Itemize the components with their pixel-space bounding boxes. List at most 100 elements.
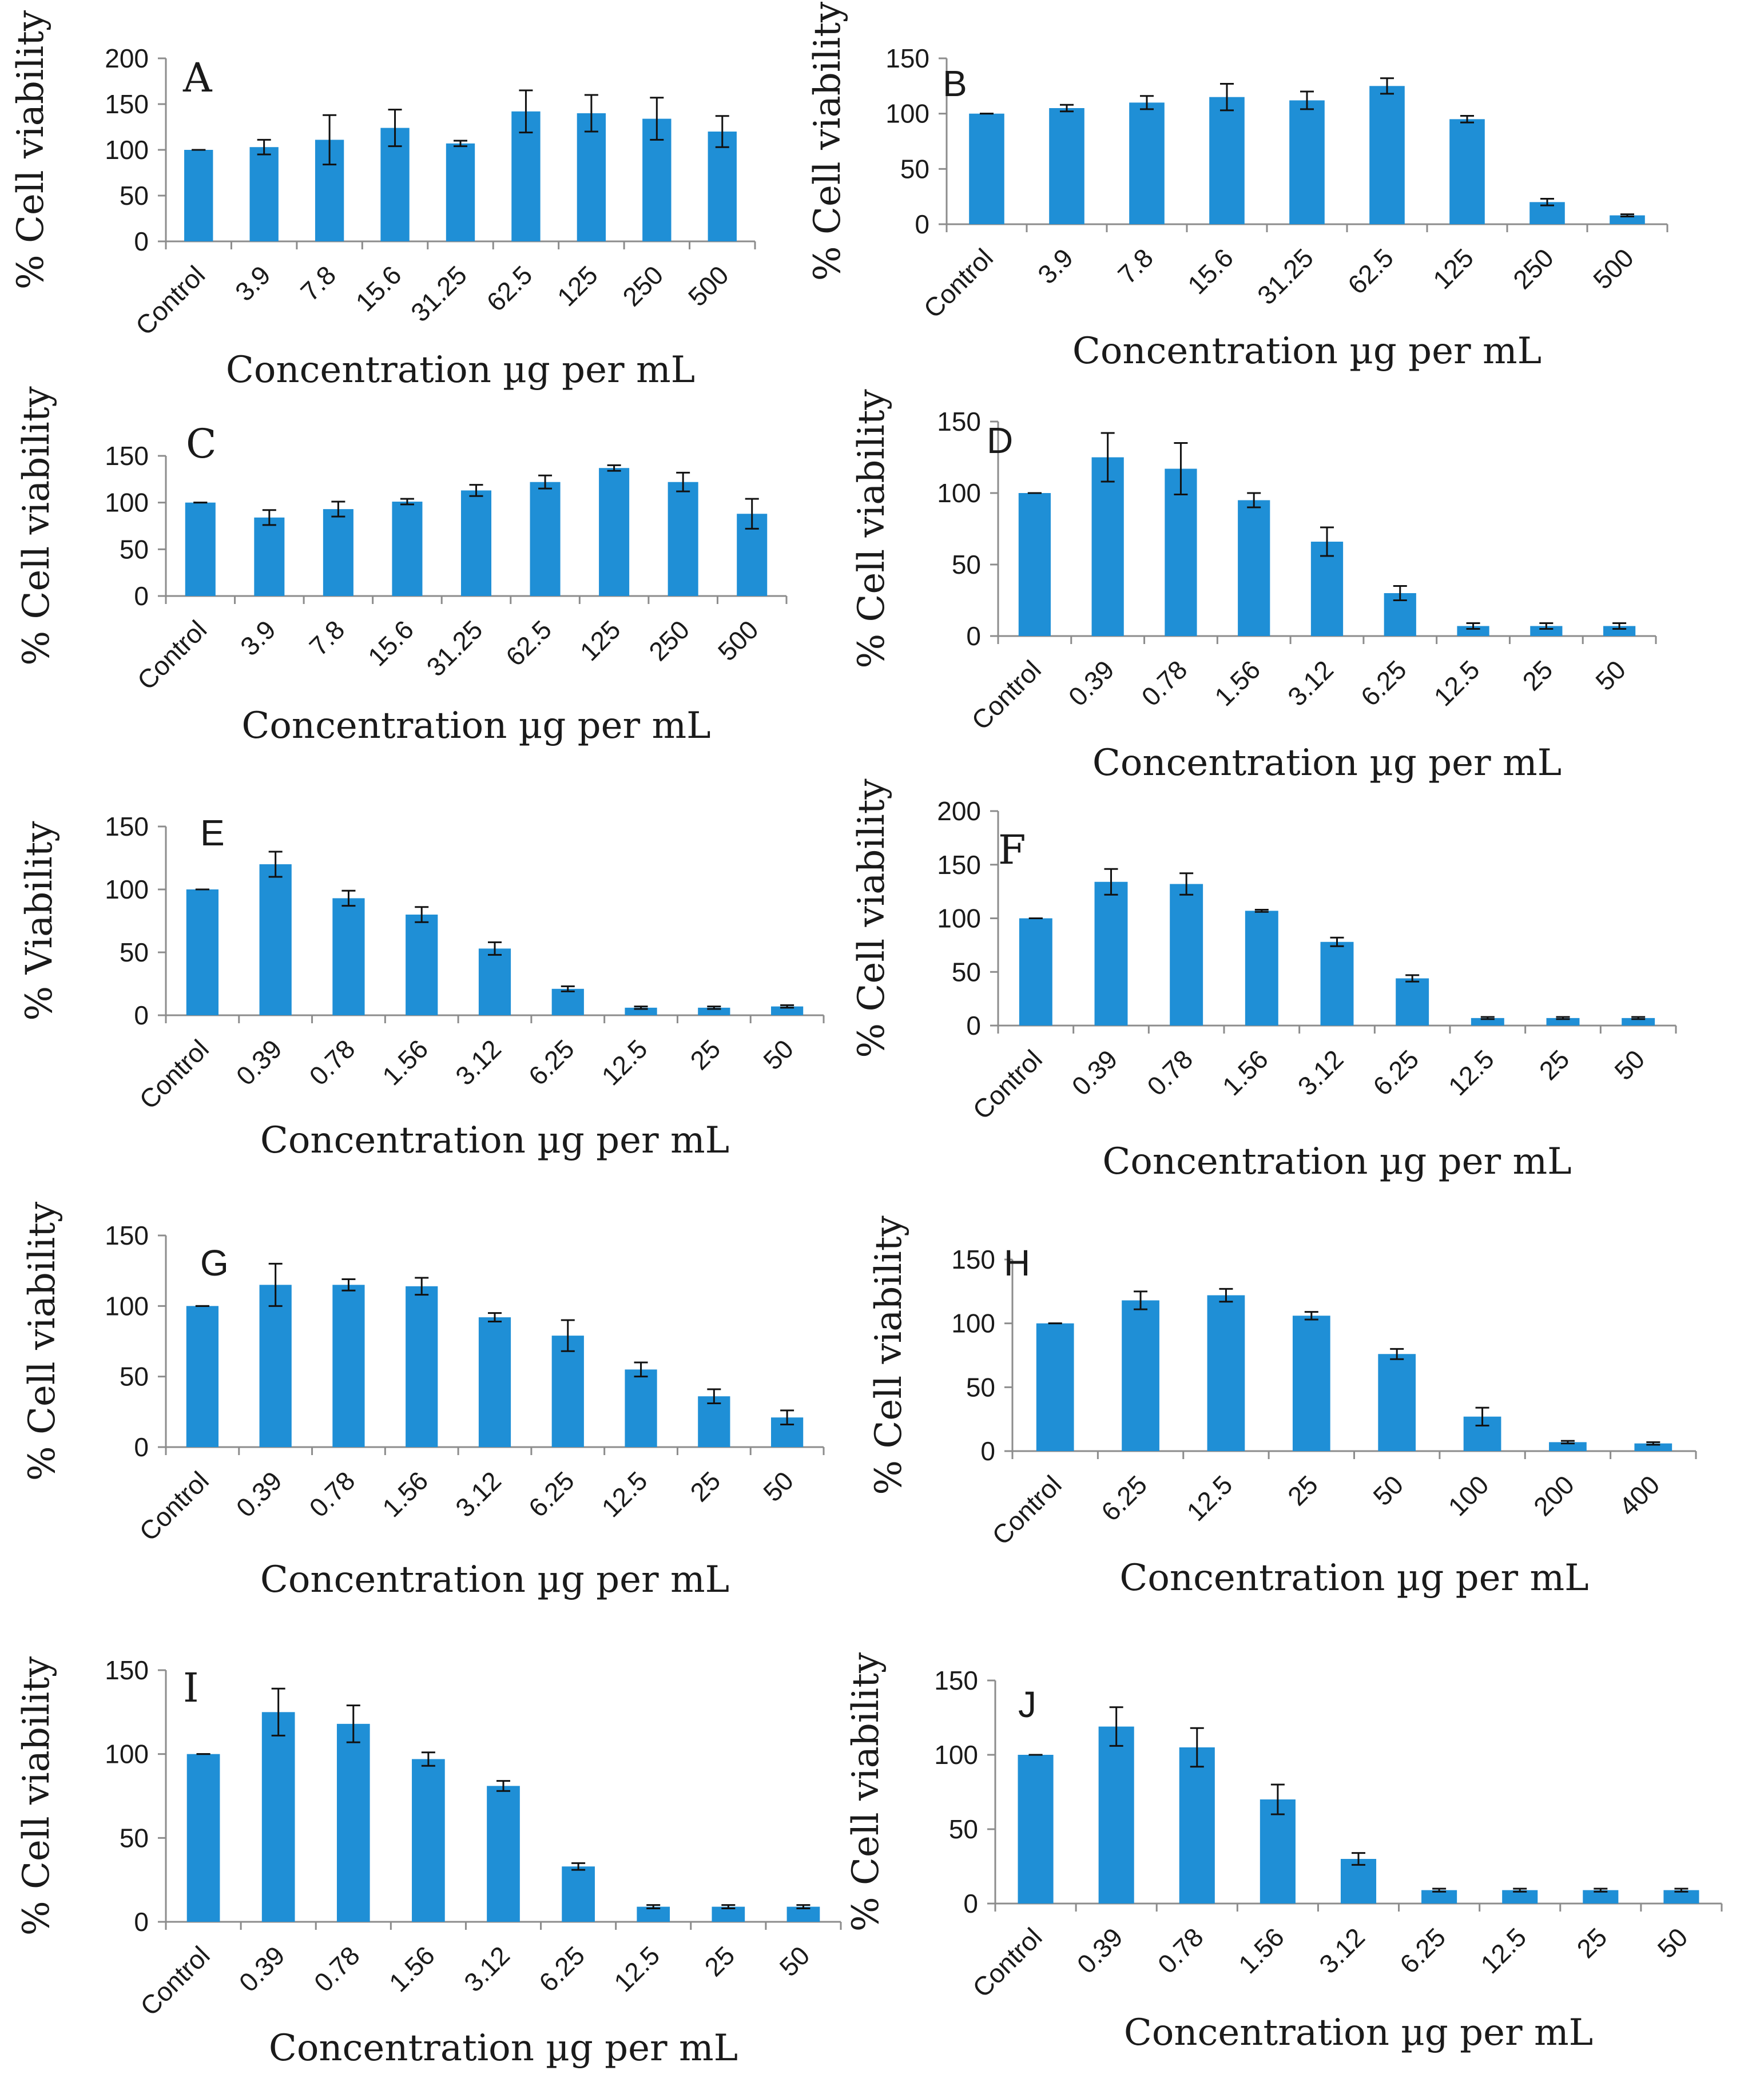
y-tick-label: 150: [951, 1245, 995, 1274]
bar-f-5: [1396, 978, 1429, 1026]
panel-letter: B: [943, 63, 967, 104]
bar-j-4: [1340, 1859, 1377, 1904]
panel-letter: A: [182, 54, 213, 101]
bar-c-4: [460, 490, 492, 596]
x-axis-label: Concentration µg per mL: [260, 1559, 729, 1601]
x-tick-label: 6.25: [523, 1034, 580, 1091]
x-tick-label: 50: [1652, 1922, 1694, 1964]
chart-panel-i: 0 50 100 150 Control 0.39 0.78 1.56 3.12 6.25 12.5…: [15, 1655, 842, 2069]
bar-g-6: [625, 1369, 657, 1447]
y-tick-label: 50: [120, 1362, 149, 1392]
x-tick-label: 50: [1367, 1469, 1409, 1511]
y-tick-label: 0: [134, 581, 149, 611]
bar-e-2: [332, 898, 365, 1015]
bar-f-8: [1622, 1018, 1655, 1026]
x-tick-label: 6.25: [1355, 654, 1412, 712]
bar-j-1: [1098, 1726, 1134, 1904]
y-tick-label: 200: [937, 796, 981, 826]
bar-e-6: [625, 1007, 657, 1015]
bar-e-0: [186, 889, 218, 1015]
x-tick-label: 15.6: [1182, 243, 1239, 300]
x-tick-label: 500: [682, 260, 734, 312]
bar-d-4: [1310, 542, 1344, 636]
y-tick-label: 150: [937, 850, 981, 880]
x-tick-label: 62.5: [1342, 243, 1399, 300]
y-tick-label: 0: [134, 227, 149, 256]
x-tick-label: 12.5: [596, 1034, 653, 1091]
x-tick-label: 3.9: [1032, 243, 1079, 289]
bar-c-0: [185, 502, 216, 596]
y-tick-label: 0: [980, 1436, 995, 1466]
x-tick-label: 12.5: [1428, 654, 1485, 712]
y-tick-label: 100: [937, 478, 981, 508]
x-tick-label: 6.25: [1095, 1469, 1153, 1527]
x-axis-label: Concentration µg per mL: [1119, 1557, 1588, 1599]
bar-j-0: [1018, 1755, 1054, 1904]
panel-letter: E: [200, 812, 225, 853]
chart-panel-c: 0 50 100 150 Control 3.9 7.8 15.6 31.25 62.5 125 25…: [15, 386, 788, 747]
y-tick-label: 150: [105, 89, 149, 119]
x-tick-label: 3.12: [1292, 1044, 1349, 1101]
bar-a-1: [249, 147, 279, 241]
x-tick-label: 250: [643, 614, 695, 666]
bar-f-4: [1320, 941, 1354, 1026]
x-tick-label: 25: [1516, 654, 1558, 696]
bar-i-4: [487, 1786, 520, 1922]
x-tick-label: Control: [966, 654, 1047, 736]
x-tick-label: 1.56: [376, 1034, 434, 1091]
y-tick-label: 50: [966, 1372, 995, 1402]
bar-f-0: [1019, 918, 1052, 1026]
bar-b-1: [1049, 108, 1084, 224]
y-tick-label: 100: [105, 1739, 149, 1769]
x-tick-label: 25: [1571, 1922, 1612, 1964]
x-tick-label: 1.56: [1217, 1044, 1274, 1101]
x-tick-label: Control: [986, 1469, 1067, 1551]
bar-g-2: [332, 1285, 365, 1447]
bar-j-5: [1421, 1890, 1457, 1904]
bar-b-3: [1209, 97, 1245, 224]
x-tick-label: 31.25: [420, 614, 488, 682]
bar-d-3: [1238, 500, 1270, 636]
y-tick-label: 150: [105, 1655, 149, 1685]
bar-e-3: [406, 915, 438, 1015]
x-tick-label: 6.25: [1394, 1922, 1451, 1979]
x-tick-label: 0.78: [1152, 1922, 1209, 1979]
x-tick-label: 12.5: [1475, 1922, 1532, 1979]
x-tick-label: Control: [134, 1940, 216, 2021]
panel-letter: J: [1018, 1684, 1036, 1725]
y-tick-label: 100: [937, 904, 981, 933]
y-tick-label: 200: [105, 43, 149, 73]
y-axis-label: % Cell viability: [21, 1202, 63, 1481]
x-tick-label: Control: [132, 614, 213, 696]
x-tick-label: Control: [917, 243, 999, 324]
x-tick-label: 0.78: [303, 1034, 360, 1091]
bar-e-8: [771, 1006, 804, 1015]
x-tick-label: 250: [1507, 243, 1559, 295]
y-tick-label: 0: [134, 1000, 149, 1030]
y-tick-label: 100: [105, 135, 149, 165]
x-tick-label: 15.6: [350, 260, 407, 317]
bar-g-3: [406, 1286, 438, 1447]
bar-b-4: [1289, 100, 1325, 224]
y-tick-label: 50: [120, 181, 149, 210]
y-tick-label: 0: [915, 209, 929, 239]
x-tick-label: 500: [712, 614, 764, 666]
y-tick-label: 50: [949, 1814, 978, 1844]
x-axis-label: Concentration µg per mL: [1102, 1141, 1571, 1183]
x-tick-label: 50: [774, 1940, 816, 1982]
bar-i-3: [412, 1759, 445, 1922]
y-axis-label: % Cell viability: [851, 778, 893, 1058]
y-axis-label: % Cell viability: [806, 2, 849, 281]
bar-e-1: [259, 864, 292, 1015]
chart-panel-b: 0 50 100 150 Control 3.9 7.8 15.6 31.25 62.5 125 25…: [806, 2, 1668, 372]
x-tick-label: 0.39: [231, 1034, 288, 1091]
bar-c-6: [599, 468, 630, 596]
x-tick-label: 3.12: [1313, 1922, 1370, 1979]
bar-c-2: [323, 509, 353, 596]
x-tick-label: 25: [698, 1940, 740, 1982]
x-tick-label: 0.78: [1141, 1044, 1198, 1101]
x-tick-label: 3.12: [450, 1465, 507, 1523]
y-tick-label: 150: [105, 441, 149, 471]
y-tick-label: 0: [966, 621, 981, 651]
bar-b-8: [1610, 215, 1645, 224]
